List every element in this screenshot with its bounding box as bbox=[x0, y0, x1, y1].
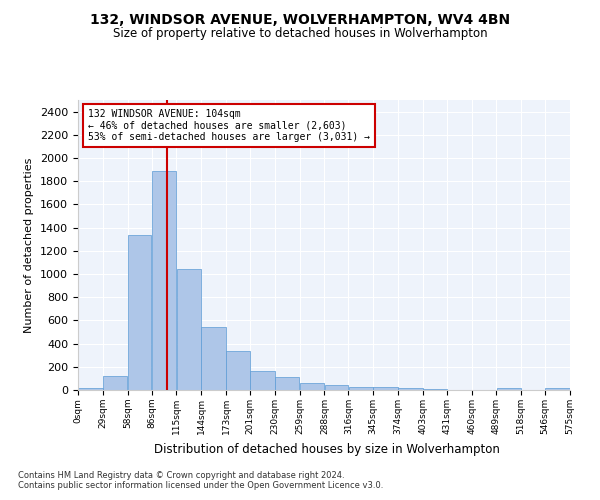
Text: 132, WINDSOR AVENUE, WOLVERHAMPTON, WV4 4BN: 132, WINDSOR AVENUE, WOLVERHAMPTON, WV4 … bbox=[90, 12, 510, 26]
Text: Distribution of detached houses by size in Wolverhampton: Distribution of detached houses by size … bbox=[154, 442, 500, 456]
Text: Contains HM Land Registry data © Crown copyright and database right 2024.: Contains HM Land Registry data © Crown c… bbox=[18, 471, 344, 480]
Text: 132 WINDSOR AVENUE: 104sqm
← 46% of detached houses are smaller (2,603)
53% of s: 132 WINDSOR AVENUE: 104sqm ← 46% of deta… bbox=[88, 108, 370, 142]
Bar bbox=[152, 171, 176, 390]
Bar bbox=[300, 383, 324, 390]
Bar bbox=[325, 386, 348, 390]
Bar bbox=[103, 376, 127, 390]
Text: Contains public sector information licensed under the Open Government Licence v3: Contains public sector information licen… bbox=[18, 481, 383, 490]
Bar bbox=[398, 388, 422, 390]
Bar bbox=[226, 351, 250, 390]
Bar bbox=[128, 234, 151, 390]
Bar bbox=[78, 388, 103, 390]
Bar bbox=[497, 388, 521, 390]
Bar bbox=[202, 327, 226, 390]
Y-axis label: Number of detached properties: Number of detached properties bbox=[25, 158, 34, 332]
Bar bbox=[176, 269, 201, 390]
Text: Size of property relative to detached houses in Wolverhampton: Size of property relative to detached ho… bbox=[113, 28, 487, 40]
Bar bbox=[545, 388, 570, 390]
Bar bbox=[275, 377, 299, 390]
Bar bbox=[250, 372, 275, 390]
Bar bbox=[349, 386, 373, 390]
Bar bbox=[373, 387, 398, 390]
